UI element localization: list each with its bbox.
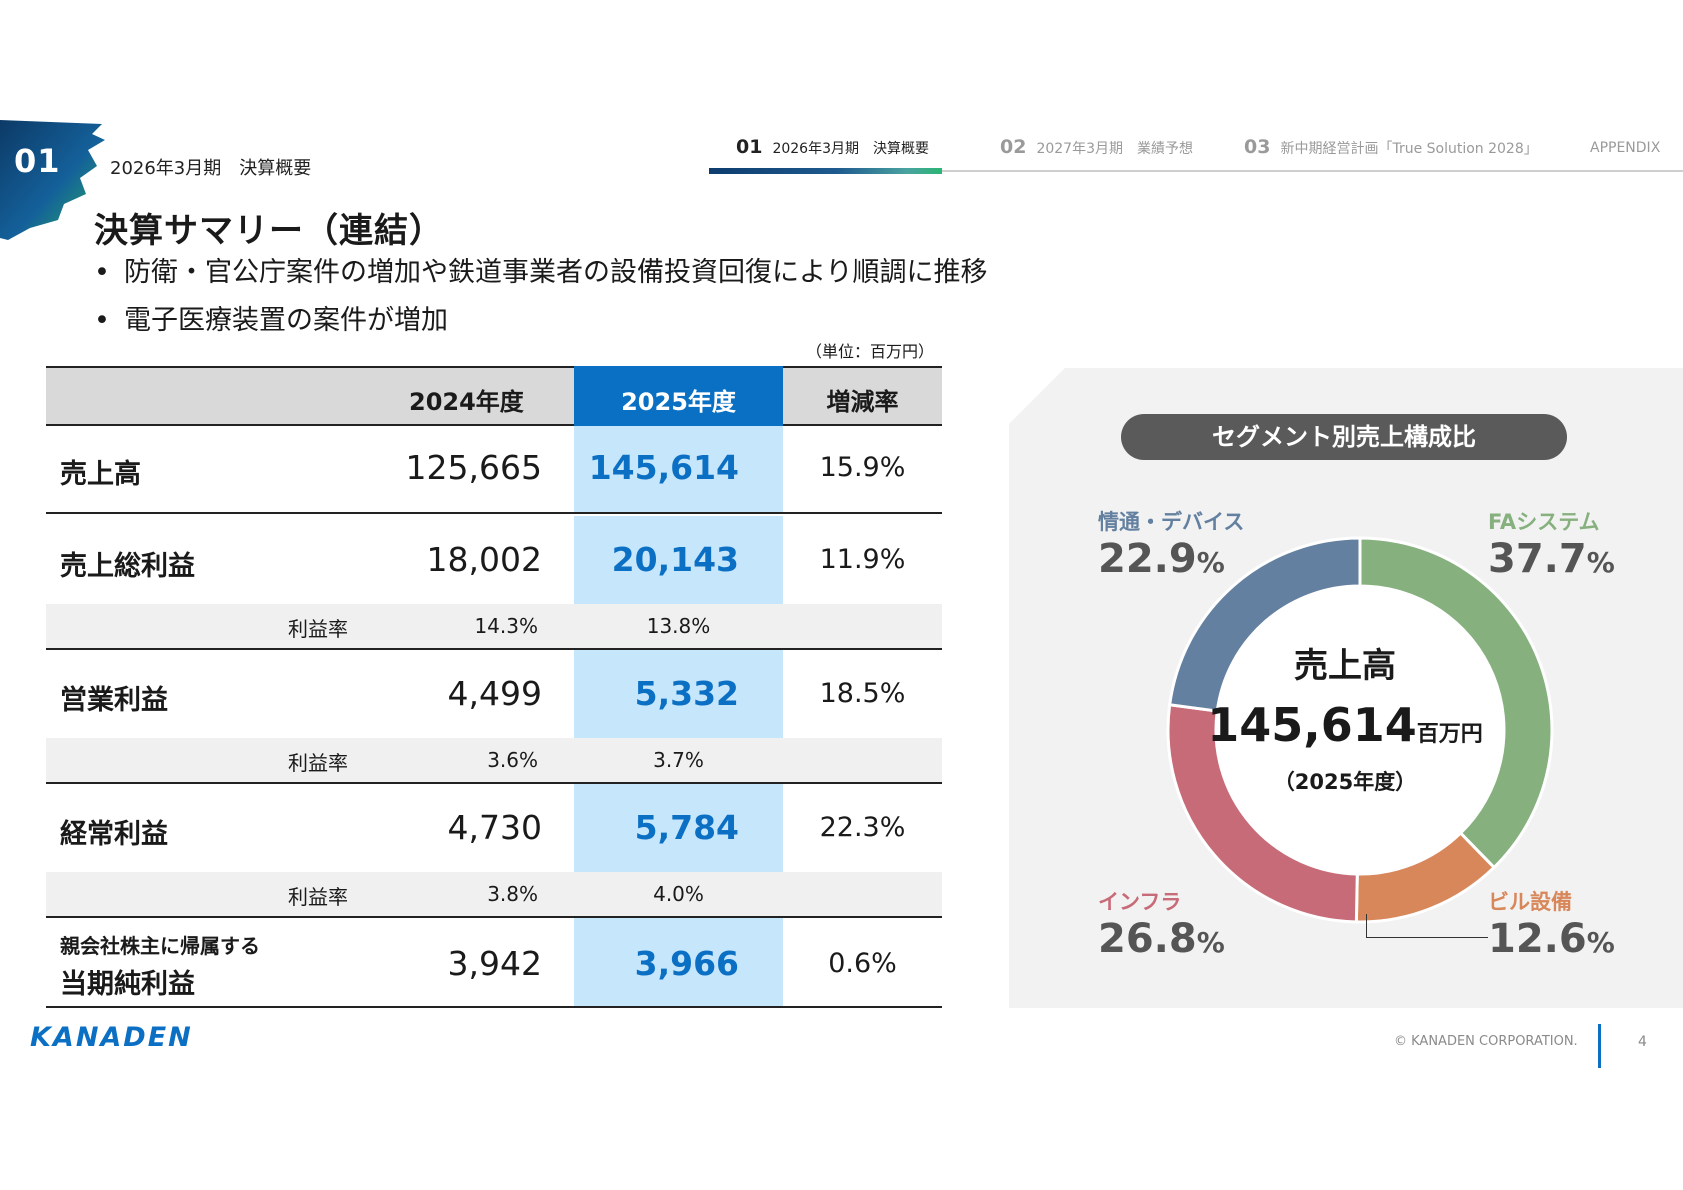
margin-2024: 3.8% bbox=[487, 882, 538, 906]
bullet-item: • 防衛・官公庁案件の増加や鉄道事業者の設備投資回復により順調に推移 bbox=[94, 257, 988, 288]
change-rate: 22.3% bbox=[819, 812, 906, 843]
table-subrow-margin: 利益率 14.3% 13.8% bbox=[46, 604, 942, 650]
nav-item-appendix[interactable]: APPENDIX bbox=[1590, 140, 1661, 156]
leader-line bbox=[1366, 914, 1488, 938]
row-label: 営業利益 bbox=[60, 685, 168, 716]
margin-2025: 13.8% bbox=[646, 614, 711, 638]
change-rate: 0.6% bbox=[828, 948, 897, 979]
value-2025: 145,614 bbox=[588, 448, 739, 487]
section-badge bbox=[0, 120, 105, 240]
nav-divider bbox=[709, 170, 1683, 172]
row-label: 経常利益 bbox=[60, 819, 168, 850]
value-2024: 18,002 bbox=[426, 540, 542, 579]
nav-item-02[interactable]: 02 2027年3月期 業績予想 bbox=[1000, 136, 1193, 158]
row-label: 売上高 bbox=[60, 459, 141, 490]
table-row-gross-profit: 売上総利益 18,002 20,143 11.9% bbox=[46, 516, 942, 604]
copyright: © KANADEN CORPORATION. bbox=[1394, 1034, 1578, 1049]
segment-label-building: ビル設備 12.6% bbox=[1488, 886, 1615, 962]
change-rate: 11.9% bbox=[819, 544, 906, 575]
margin-label: 利益率 bbox=[288, 617, 348, 641]
margin-label: 利益率 bbox=[288, 885, 348, 909]
table-row-operating-profit: 営業利益 4,499 5,332 18.5% bbox=[46, 650, 942, 738]
value-2024: 4,730 bbox=[447, 808, 542, 847]
header-rate: 増減率 bbox=[826, 388, 899, 416]
header-2024: 2024年度 bbox=[409, 388, 524, 416]
segment-percent: 22.9% bbox=[1098, 536, 1225, 582]
value-2024: 125,665 bbox=[405, 448, 542, 487]
value-2025: 5,784 bbox=[634, 808, 739, 847]
donut-center-value: 145,614百万円 bbox=[1207, 698, 1483, 752]
table-subrow-margin: 利益率 3.6% 3.7% bbox=[46, 738, 942, 784]
row-label: 売上総利益 bbox=[60, 551, 195, 582]
segment-percent: 12.6% bbox=[1488, 916, 1615, 962]
section-label: 2026年3月期 決算概要 bbox=[110, 158, 312, 179]
highlight-cell bbox=[574, 426, 783, 512]
segment-chart-title: セグメント別売上構成比 bbox=[1121, 414, 1567, 460]
value-2024: 4,499 bbox=[447, 674, 542, 713]
unit-label: （単位：百万円） bbox=[806, 342, 935, 361]
segment-percent: 26.8% bbox=[1098, 916, 1225, 962]
highlight-cell bbox=[574, 784, 783, 872]
table-subrow-margin: 利益率 3.8% 4.0% bbox=[46, 872, 942, 918]
segment-name: インフラ bbox=[1098, 890, 1182, 914]
highlight-cell bbox=[574, 650, 783, 738]
change-rate: 15.9% bbox=[819, 452, 906, 483]
segment-label-telecom: 情通・デバイス 22.9% bbox=[1098, 506, 1244, 582]
margin-label: 利益率 bbox=[288, 751, 348, 775]
margin-2024: 3.6% bbox=[487, 748, 538, 772]
donut-segment bbox=[1167, 536, 1362, 713]
nav-active-indicator bbox=[709, 168, 942, 174]
page-title: 決算サマリー（連結） bbox=[94, 211, 444, 251]
page-number: 4 bbox=[1638, 1034, 1647, 1050]
segment-percent: 37.7% bbox=[1488, 536, 1615, 582]
value-2024: 3,942 bbox=[447, 944, 542, 983]
segment-donut-chart bbox=[1166, 536, 1554, 924]
nav-item-01[interactable]: 01 2026年3月期 決算概要 bbox=[736, 136, 929, 158]
footer-divider bbox=[1598, 1024, 1601, 1068]
highlight-cell bbox=[574, 516, 783, 604]
header-2025: 2025年度 bbox=[621, 388, 736, 416]
table-row-sales: 売上高 125,665 145,614 15.9% bbox=[46, 426, 942, 514]
segment-name: FAシステム bbox=[1488, 510, 1600, 534]
segment-label-fa: FAシステム 37.7% bbox=[1488, 506, 1615, 582]
margin-2025: 4.0% bbox=[653, 882, 704, 906]
header-highlight bbox=[574, 366, 783, 426]
highlight-cell bbox=[574, 918, 783, 1006]
donut-center-year: （2025年度） bbox=[1273, 770, 1417, 794]
table-row-net-income: 親会社株主に帰属する 当期純利益 3,942 3,966 0.6% bbox=[46, 918, 942, 1008]
table-row-ordinary-profit: 経常利益 4,730 5,784 22.3% bbox=[46, 784, 942, 872]
segment-name: 情通・デバイス bbox=[1098, 510, 1245, 534]
summary-table: 2024年度 2025年度 増減率 売上高 125,665 145,614 15… bbox=[46, 366, 942, 1010]
donut-segment bbox=[1358, 536, 1554, 870]
table-header-row: 2024年度 2025年度 増減率 bbox=[46, 366, 942, 426]
value-2025: 3,966 bbox=[634, 944, 739, 983]
row-label-line1: 親会社株主に帰属する bbox=[60, 934, 260, 958]
value-2025: 5,332 bbox=[634, 674, 739, 713]
margin-2024: 14.3% bbox=[474, 614, 538, 638]
segment-name: ビル設備 bbox=[1488, 890, 1572, 914]
segment-label-infra: インフラ 26.8% bbox=[1098, 886, 1225, 962]
donut-center-title: 売上高 bbox=[1294, 646, 1396, 686]
section-number: 01 bbox=[14, 142, 61, 180]
change-rate: 18.5% bbox=[819, 678, 906, 709]
company-logo: KANADEN bbox=[30, 1022, 193, 1053]
margin-2025: 3.7% bbox=[653, 748, 704, 772]
row-label-line2: 当期純利益 bbox=[60, 969, 195, 1000]
nav-item-03[interactable]: 03 新中期経営計画「True Solution 2028」 bbox=[1244, 136, 1538, 158]
donut-hole bbox=[1217, 587, 1503, 873]
value-2025: 20,143 bbox=[611, 540, 739, 579]
bullet-item: • 電子医療装置の案件が増加 bbox=[94, 305, 448, 336]
